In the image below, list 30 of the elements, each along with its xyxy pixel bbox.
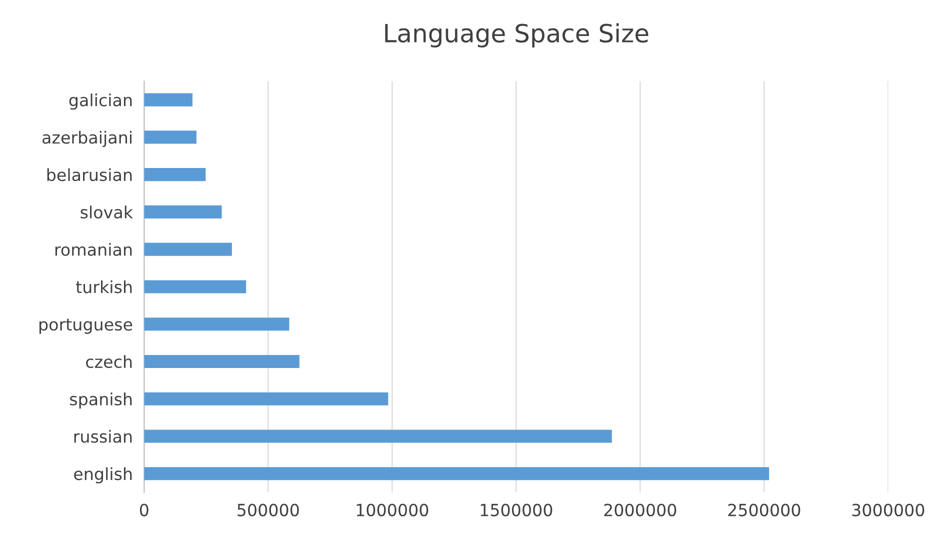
y-tick-label: galician <box>69 94 132 110</box>
y-tick-label: english <box>74 467 132 484</box>
x-tick-label: 3000000 <box>852 504 924 516</box>
y-tick-label: russian <box>74 430 132 443</box>
x-tick-label: 500000 <box>238 504 299 516</box>
x-tick-label: 2000000 <box>604 504 676 516</box>
bar <box>144 168 206 182</box>
bar <box>144 93 193 106</box>
y-tick-label: spanish <box>70 392 132 409</box>
x-tick-label: 0 <box>140 504 148 516</box>
y-tick-label: belarusian <box>47 168 132 182</box>
y-tick-label: turkish <box>76 280 132 294</box>
y-tick-label: romanian <box>55 243 132 256</box>
x-tick-label: 1000000 <box>356 504 428 516</box>
bar <box>144 318 290 331</box>
y-tick-label: czech <box>86 355 132 368</box>
x-tick-label: 1500000 <box>480 504 552 516</box>
bar <box>144 467 770 480</box>
y-tick-label: portuguese <box>39 318 132 334</box>
bar <box>144 280 246 294</box>
bar <box>144 354 300 368</box>
bar <box>144 392 388 406</box>
y-tick-label: slovak <box>80 206 133 219</box>
bar <box>144 130 196 144</box>
chart-title: Language Space Size <box>385 23 648 48</box>
bar <box>144 430 612 443</box>
bar <box>144 242 232 256</box>
bar <box>144 205 222 219</box>
x-tick-label: 2500000 <box>728 504 800 516</box>
y-tick-label: azerbaijani <box>42 130 132 148</box>
